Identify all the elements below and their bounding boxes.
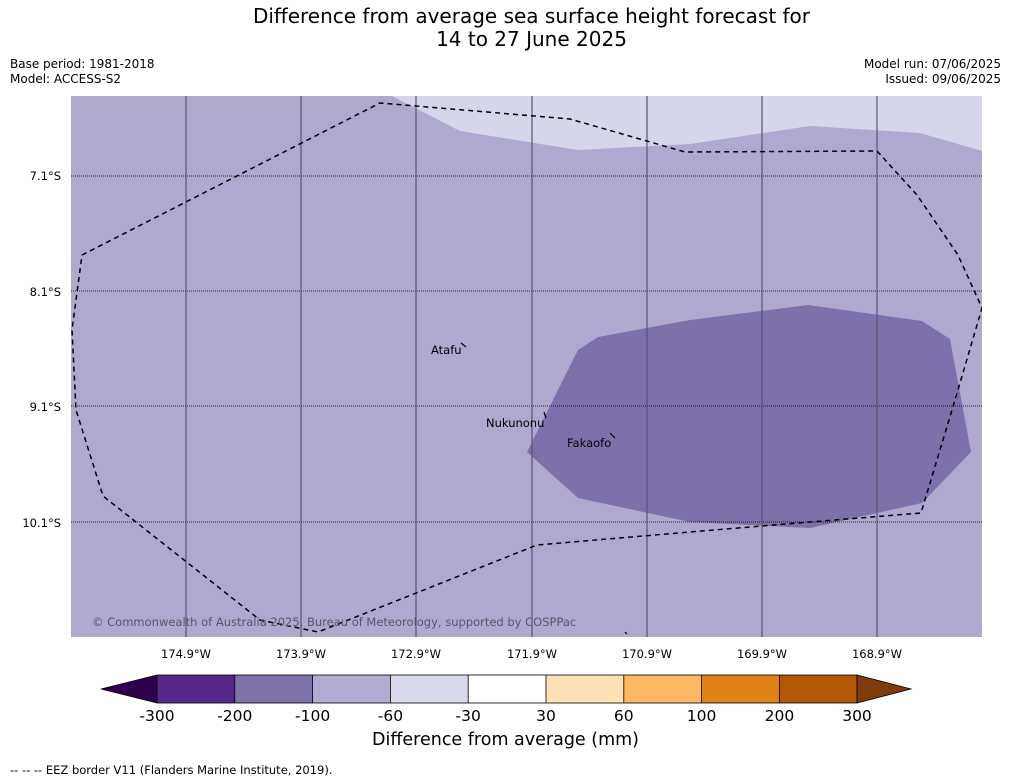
lat-label: 10.1°S (22, 516, 61, 530)
colorbar-tick: 60 (614, 707, 634, 725)
footer-legend: -- -- -- EEZ border V11 (Flanders Marine… (10, 763, 333, 777)
colorbar-bin (390, 675, 469, 703)
colorbar-bin (779, 675, 858, 703)
map-area: Atafu Nukunonu Fakaofo © Commonwealth of… (71, 96, 982, 637)
colorbar-bin (157, 675, 235, 703)
longitude-labels: 174.9°W 173.9°W 172.9°W 171.9°W 170.9°W … (161, 647, 902, 661)
colorbar-tick: 300 (842, 707, 872, 725)
eez-legend-text: EEZ border V11 (Flanders Marine Institut… (45, 763, 333, 777)
atafu-atoll (460, 342, 467, 348)
colorbar-outline (156, 674, 858, 704)
lon-label: 172.9°W (391, 647, 441, 661)
colorbar-bin (623, 675, 702, 703)
swains-island-mark (624, 631, 628, 635)
colorbar-extension-high (856, 674, 913, 704)
meta-right: Model run: 07/06/2025 Issued: 09/06/2025 (864, 57, 1001, 87)
colorbar-bin (312, 675, 391, 703)
place-label-fakaofo: Fakaofo (567, 436, 611, 450)
fakaofo-atoll (609, 432, 616, 439)
colorbar-separators (234, 675, 780, 703)
colorbar-title: Difference from average (mm) (371, 730, 640, 750)
island-marks (460, 342, 628, 635)
lon-label: 171.9°W (507, 647, 557, 661)
anomaly-zone-light (392, 96, 982, 151)
chart-title: Difference from average sea surface heig… (0, 5, 1011, 51)
colorbar-bin (468, 675, 546, 703)
base-period: Base period: 1981-2018 (10, 57, 155, 71)
colorbar-tick: 30 (536, 707, 556, 725)
eez-legend-symbol: -- -- -- (10, 763, 43, 777)
lon-label: 170.9°W (622, 647, 672, 661)
colorbar-tick: 100 (687, 707, 717, 725)
colorbar-tick: -30 (456, 707, 481, 725)
model-name: Model: ACCESS-S2 (10, 72, 122, 86)
lon-label: 174.9°W (161, 647, 211, 661)
colorbar-tick-labels: -300 -200 -100 -60 -30 30 60 100 200 300 (139, 707, 871, 725)
colorbar-bin (701, 675, 780, 703)
lon-label: 169.9°W (737, 647, 787, 661)
colorbar-extension-low (100, 674, 158, 704)
colorbar-tick: 200 (765, 707, 795, 725)
place-label-nukunonu: Nukunonu (486, 416, 544, 430)
colorbar-tick: -100 (295, 707, 330, 725)
anomaly-zone-dark (527, 305, 971, 528)
title-line-1: Difference from average sea surface heig… (252, 4, 811, 28)
lon-label: 173.9°W (276, 647, 326, 661)
colorbar-tick: -200 (217, 707, 252, 725)
latitude-labels: 7.1°S 8.1°S 9.1°S 10.1°S (22, 169, 61, 530)
longitude-gridlines (185, 96, 878, 637)
lat-label: 8.1°S (30, 285, 61, 299)
nukunonu-atoll (543, 411, 547, 419)
issued-date: Issued: 09/06/2025 (885, 72, 1001, 86)
colorbar: -300 -200 -100 -60 -30 30 60 100 200 300 (100, 674, 913, 725)
lat-label: 9.1°S (30, 400, 61, 414)
colorbar-bin (546, 675, 624, 703)
lat-label: 7.1°S (30, 169, 61, 183)
copyright-notice: © Commonwealth of Australia 2025, Bureau… (92, 615, 576, 629)
lon-label: 168.9°W (852, 647, 902, 661)
place-label-atafu: Atafu (431, 343, 462, 357)
model-run: Model run: 07/06/2025 (863, 57, 1001, 71)
colorbar-bin (234, 675, 313, 703)
colorbar-tick: -300 (139, 707, 174, 725)
meta-left: Base period: 1981-2018 Model: ACCESS-S2 (10, 57, 155, 87)
colorbar-tick: -60 (378, 707, 403, 725)
title-line-2: 14 to 27 June 2025 (436, 27, 627, 51)
